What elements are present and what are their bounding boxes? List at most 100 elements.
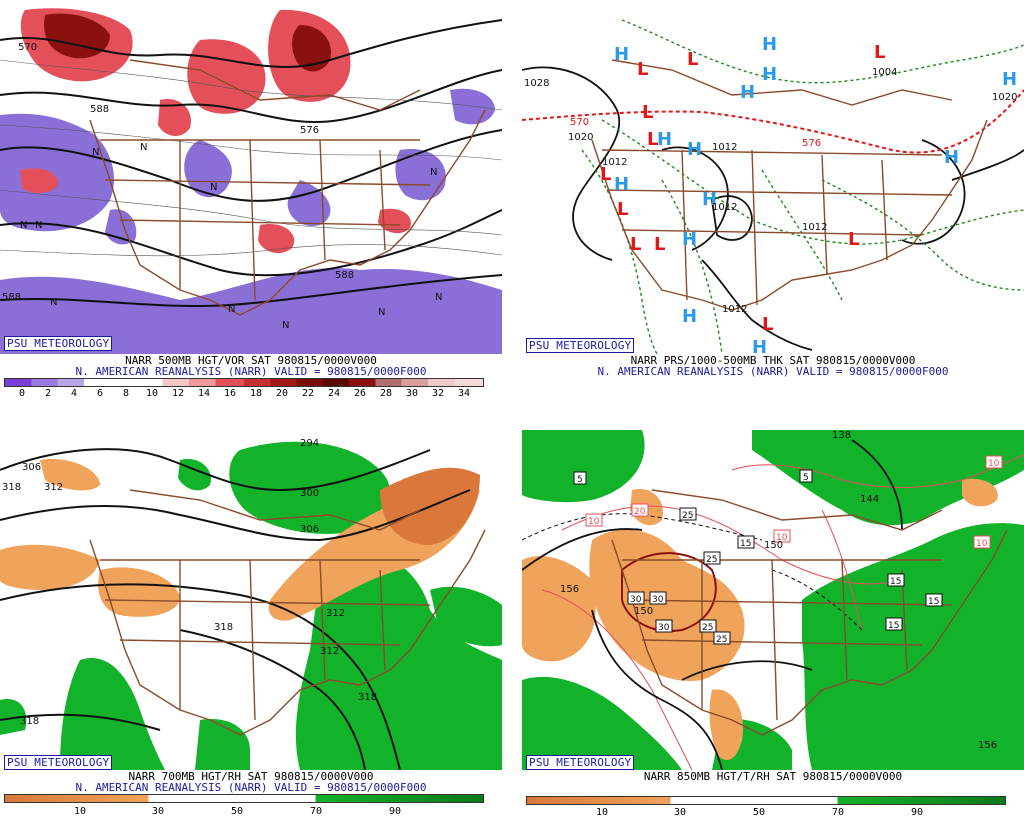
- high-pressure-marker: H: [702, 189, 717, 210]
- panel-500mb-vorticity: N N N N N N N N N N N 570 588 576 588 58…: [0, 0, 502, 400]
- boxed-label: 15: [737, 535, 755, 549]
- high-pressure-marker: H: [752, 337, 767, 354]
- boxed-label: 30: [649, 591, 667, 605]
- temperature-boxed-label: 20: [631, 503, 649, 517]
- map-title: NARR PRS/1000-500MB THK SAT 980815/0000V…: [630, 354, 916, 367]
- low-pressure-marker: L: [647, 129, 658, 150]
- tick-label: 28: [379, 388, 393, 399]
- low-pressure-marker: L: [762, 314, 773, 335]
- boxed-label: 30: [655, 619, 673, 633]
- isobar-label: 1020: [992, 92, 1017, 103]
- height-contour-label: 588: [2, 292, 21, 303]
- tick-label: 70: [831, 807, 845, 818]
- map-subtitle: N. AMERICAN REANALYSIS (NARR) VALID = 98…: [75, 781, 427, 794]
- colorbar-ticks: 10 30 50 70 90: [0, 806, 502, 818]
- humidity-colorbar: [526, 796, 1006, 805]
- vor-min-marker: N: [20, 220, 27, 231]
- svg-text:20: 20: [634, 507, 646, 517]
- svg-text:30: 30: [652, 595, 664, 605]
- pressure-map: H H H H H H H H H H H H H L L L L L L L …: [522, 0, 1024, 354]
- high-pressure-marker: H: [1002, 69, 1017, 90]
- boxed-label: 25: [699, 619, 717, 633]
- colorbar-ticks: 10 30 50 70 90: [522, 807, 1024, 819]
- panel-pressure-thickness: H H H H H H H H H H H H H L L L L L L L …: [522, 0, 1024, 400]
- vor-min-marker: N: [210, 182, 217, 193]
- height-contour-label: 300: [300, 488, 319, 499]
- svg-text:25: 25: [702, 623, 713, 633]
- svg-text:10: 10: [588, 517, 600, 527]
- vorticity-map: N N N N N N N N N N N 570 588 576 588 58…: [0, 0, 502, 354]
- tick-label: 10: [145, 388, 159, 399]
- panel-850mb-temp-humidity: 5 5 25 15 25 30: [522, 430, 1024, 830]
- tick-label: 12: [171, 388, 185, 399]
- isobar-label: 1012: [802, 222, 827, 233]
- isobar-label: 1004: [872, 67, 897, 78]
- svg-text:30: 30: [658, 623, 670, 633]
- tick-label: 26: [353, 388, 367, 399]
- low-pressure-marker: L: [617, 199, 628, 220]
- high-pressure-marker: H: [762, 34, 777, 55]
- vor-min-marker: N: [140, 142, 147, 153]
- high-pressure-marker: H: [944, 147, 959, 168]
- tick-label: 14: [197, 388, 211, 399]
- height-contour-label: 306: [22, 462, 41, 473]
- isobar-label: 1028: [524, 78, 549, 89]
- temperature-boxed-label: 10: [973, 535, 991, 549]
- svg-text:15: 15: [928, 597, 939, 607]
- temperature-boxed-label: 10: [773, 529, 791, 543]
- vor-min-marker: N: [378, 307, 385, 318]
- height-contour-label: 318: [358, 692, 377, 703]
- high-pressure-marker: H: [614, 44, 629, 65]
- temperature-boxed-label: 10: [585, 513, 603, 527]
- vor-min-marker: N: [430, 167, 437, 178]
- psu-meteorology-badge: PSU METEOROLOGY: [4, 336, 113, 351]
- tick-label: 22: [301, 388, 315, 399]
- tick-label: 18: [249, 388, 263, 399]
- map-title: NARR 850MB HGT/T/RH SAT 980815/0000V000: [643, 770, 903, 783]
- height-contour-label: 150: [634, 606, 653, 617]
- high-pressure-marker: H: [762, 64, 777, 85]
- height-contour-label: 156: [560, 584, 579, 595]
- tick-label: 10: [595, 807, 609, 818]
- vor-min-marker: N: [282, 320, 289, 331]
- tick-label: 90: [388, 806, 402, 817]
- vor-min-marker: N: [92, 147, 99, 158]
- humidity-colorbar: [4, 794, 484, 803]
- height-contour-label: 588: [90, 104, 109, 115]
- low-pressure-marker: L: [642, 102, 653, 123]
- isobar-label: 1012: [602, 157, 627, 168]
- thickness-label: 570: [570, 117, 589, 128]
- vor-min-marker: N: [50, 297, 57, 308]
- tick-label: 8: [122, 388, 130, 399]
- svg-text:25: 25: [716, 635, 727, 645]
- svg-text:5: 5: [803, 473, 809, 483]
- svg-text:15: 15: [890, 577, 901, 587]
- height-contour-label: 138: [832, 430, 851, 441]
- tick-label: 16: [223, 388, 237, 399]
- height-contour-label: 294: [300, 438, 319, 449]
- humidity-map: 294 306 318 312 300 306 312 318 312 318 …: [0, 430, 502, 770]
- tick-label: 6: [96, 388, 104, 399]
- svg-text:10: 10: [976, 539, 988, 549]
- isobar-label: 1012: [722, 304, 747, 315]
- boxed-label: 5: [799, 469, 813, 483]
- boxed-label: 15: [887, 573, 905, 587]
- height-contour-label: 156: [978, 740, 997, 751]
- boxed-label: 15: [925, 593, 943, 607]
- thickness-label: 576: [802, 138, 821, 149]
- height-contour-label: 576: [300, 125, 319, 136]
- boxed-label: 30: [627, 591, 645, 605]
- svg-text:5: 5: [577, 475, 583, 485]
- map-title: NARR 500MB HGT/VOR SAT 980815/0000V000: [125, 354, 377, 367]
- panel-700mb-humidity: 294 306 318 312 300 306 312 318 312 318 …: [0, 430, 502, 830]
- map-title: NARR 700MB HGT/RH SAT 980815/0000V000: [128, 770, 374, 783]
- isobar-label: 1012: [712, 202, 737, 213]
- svg-text:10: 10: [988, 459, 1000, 469]
- tick-label: 32: [431, 388, 445, 399]
- vor-min-marker: N: [35, 220, 42, 231]
- psu-meteorology-badge: PSU METEOROLOGY: [526, 755, 635, 770]
- tick-label: 4: [70, 388, 78, 399]
- tick-label: 50: [752, 807, 766, 818]
- svg-text:15: 15: [740, 539, 751, 549]
- height-contour-label: 150: [764, 540, 783, 551]
